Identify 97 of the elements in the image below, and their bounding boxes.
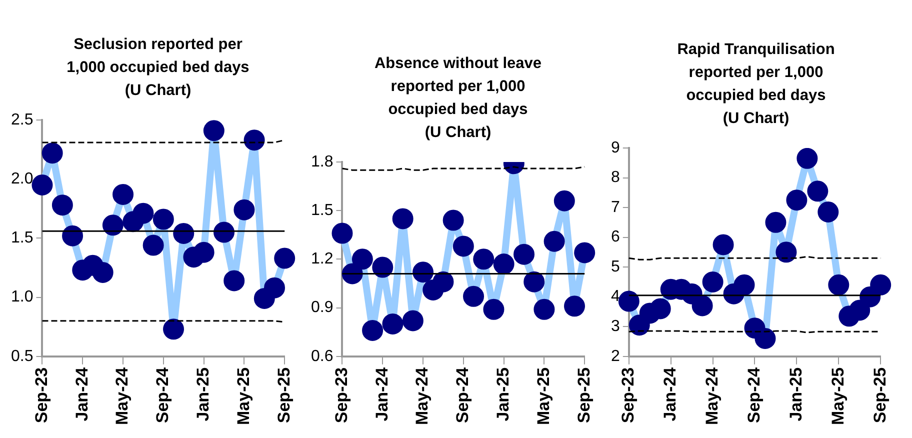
y-tick-label: 1.5 — [10, 230, 34, 247]
x-tick-label: Sep-24 — [153, 366, 172, 424]
point — [142, 234, 164, 256]
point — [564, 296, 585, 317]
point — [112, 184, 134, 205]
point — [702, 271, 724, 292]
x-tick-label: May-24 — [112, 366, 132, 425]
point — [849, 300, 870, 321]
point — [544, 230, 565, 252]
point — [483, 298, 504, 320]
point — [765, 212, 786, 233]
point — [796, 148, 818, 169]
point — [244, 130, 265, 151]
y-tick-label: 5 — [610, 258, 620, 276]
y-tick-label: 0.5 — [10, 348, 34, 365]
x-tick-label: May-25 — [534, 367, 553, 425]
point — [734, 274, 755, 296]
point — [264, 277, 285, 298]
point — [712, 234, 734, 256]
point — [473, 248, 494, 270]
point — [352, 248, 373, 270]
point — [452, 236, 474, 257]
point — [442, 210, 464, 231]
x-tick-label: Sep-24 — [453, 366, 472, 424]
point — [372, 256, 394, 278]
x-tick-label: May-24 — [702, 366, 722, 425]
point — [92, 262, 114, 283]
x-tick-label: Jan-25 — [194, 367, 212, 422]
y-tick-label: 7 — [610, 198, 620, 216]
point — [574, 242, 596, 264]
y-tick-label: 8 — [610, 169, 620, 186]
point — [102, 214, 124, 236]
point — [432, 271, 454, 292]
x-tick-label: Sep-25 — [870, 367, 890, 424]
point — [514, 244, 535, 265]
point — [132, 202, 154, 224]
x-tick-label: May-25 — [828, 367, 848, 425]
y-tick-label: 0.6 — [310, 348, 334, 365]
y-tick-label: 1.8 — [310, 153, 334, 170]
point — [274, 248, 296, 269]
x-tick-label: Jan-24 — [372, 366, 392, 422]
point — [463, 286, 484, 307]
x-tick-label: Sep-23 — [618, 367, 638, 424]
x-tick-label: Sep-23 — [32, 367, 51, 424]
point — [62, 225, 84, 246]
point — [234, 199, 255, 220]
y-tick-label: 2 — [610, 348, 620, 365]
point — [692, 295, 713, 316]
y-tick-label: 1.5 — [310, 202, 334, 219]
point — [554, 190, 575, 212]
point — [402, 310, 424, 332]
point — [493, 254, 514, 275]
y-tick-label: 1.2 — [310, 250, 334, 268]
y-tick-label: 3 — [610, 318, 620, 335]
point — [42, 142, 63, 164]
x-tick-label: May-25 — [234, 367, 253, 425]
x-tick-label: Sep-25 — [574, 367, 594, 424]
point — [754, 328, 776, 349]
point — [382, 313, 404, 334]
point — [32, 174, 53, 196]
x-tick-label: Jan-24 — [72, 366, 92, 422]
point — [786, 190, 808, 211]
point — [618, 290, 640, 312]
point — [52, 194, 73, 216]
point — [163, 318, 184, 340]
x-tick-label: Sep-23 — [332, 367, 351, 424]
x-tick-label: Jan-24 — [660, 366, 680, 422]
point — [524, 271, 545, 292]
point — [224, 270, 245, 292]
point — [332, 222, 353, 244]
point — [818, 201, 839, 222]
x-tick-label: Sep-24 — [744, 366, 764, 424]
y-tick-label: 9 — [610, 139, 620, 156]
y-tick-label: 0.9 — [310, 299, 334, 316]
y-tick-label: 2.5 — [10, 111, 34, 128]
point — [870, 274, 892, 296]
chart-title: Absence without leave reported per 1,000 occupied bed days (U Chart) — [373, 54, 543, 143]
point — [152, 208, 174, 230]
y-tick-label: 4 — [610, 288, 620, 306]
y-tick-label: 6 — [610, 228, 620, 246]
point — [807, 180, 828, 202]
x-tick-label: Jan-25 — [786, 367, 806, 422]
y-tick-label: 1.0 — [10, 288, 34, 306]
point — [193, 242, 214, 263]
point — [203, 120, 224, 142]
point — [392, 208, 414, 230]
y-tick-label: 2.0 — [10, 170, 34, 188]
chart-title: Seclusion reported per 1,000 occupied bed days (U Chart) — [66, 35, 250, 101]
point — [828, 274, 850, 296]
x-tick-label: Jan-25 — [494, 367, 512, 422]
point — [362, 320, 384, 341]
chart-title: Rapid Tranquilisation reported per 1,000 occupied bed days (U Chart) — [676, 40, 836, 129]
point — [650, 298, 671, 320]
x-tick-label: May-24 — [412, 366, 432, 425]
x-tick-label: Sep-25 — [274, 367, 294, 424]
point — [776, 242, 797, 263]
point — [534, 298, 555, 320]
